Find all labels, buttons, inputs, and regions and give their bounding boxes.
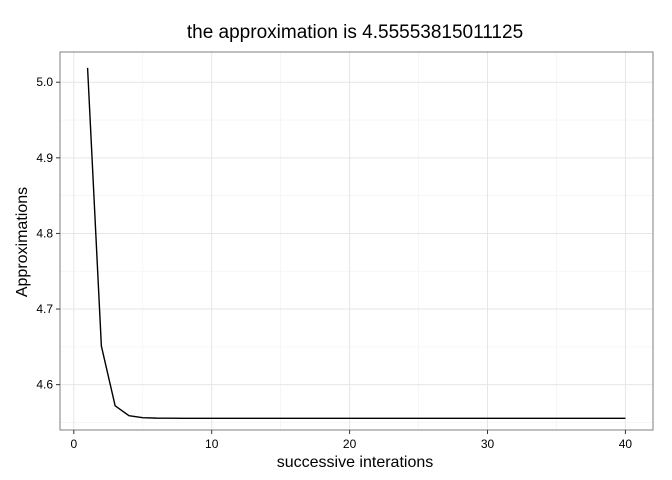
y-tick-label: 4.8 bbox=[36, 226, 53, 240]
x-axis-label: successive interations bbox=[277, 454, 434, 471]
series-layer bbox=[86, 67, 626, 419]
y-tick-label: 4.7 bbox=[36, 302, 53, 316]
y-axis-label: Approximations bbox=[14, 187, 31, 297]
x-tick-label: 30 bbox=[481, 437, 495, 451]
plot-panel-border bbox=[59, 51, 654, 431]
y-tick-label: 4.9 bbox=[36, 151, 53, 165]
x-tick-label: 10 bbox=[205, 437, 219, 451]
x-tick-label: 0 bbox=[70, 437, 77, 451]
axes: 0 10 20 30 40 4.6 4.7 4.8 4.9 5.0 bbox=[36, 75, 632, 451]
grid bbox=[60, 52, 653, 430]
y-tick-label: 4.6 bbox=[36, 378, 53, 392]
chart-title: the approximation is 4.55553815011125 bbox=[187, 22, 523, 43]
series-line bbox=[86, 67, 626, 419]
x-tick-label: 40 bbox=[619, 437, 633, 451]
y-tick-label: 5.0 bbox=[36, 75, 53, 89]
x-tick-label: 20 bbox=[343, 437, 357, 451]
